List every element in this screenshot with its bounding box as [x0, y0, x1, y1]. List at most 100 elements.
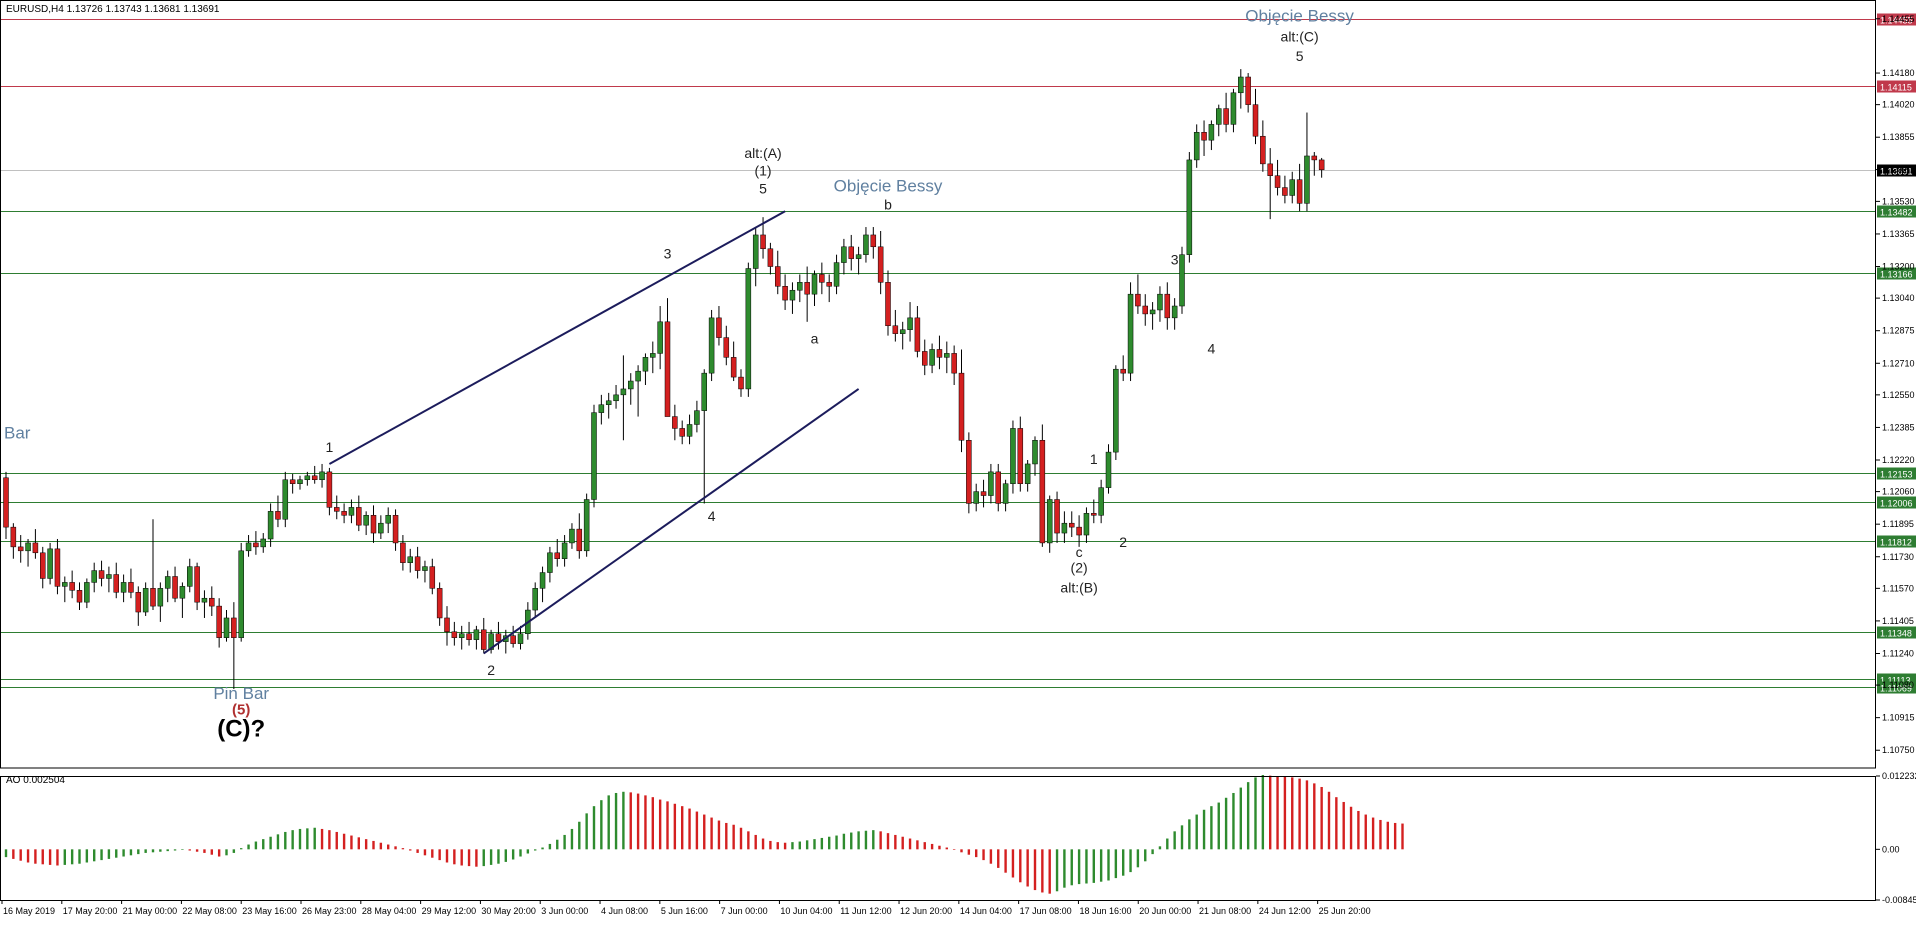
bullish-candle	[1172, 306, 1177, 318]
bearish-candle	[966, 440, 971, 503]
bearish-candle	[871, 235, 876, 247]
time-tick-label: 23 May 16:00	[242, 906, 297, 916]
bearish-candle	[114, 575, 119, 593]
bullish-candle	[518, 634, 523, 644]
bullish-candle	[658, 322, 663, 354]
bullish-candle	[753, 235, 758, 269]
bullish-candle	[84, 582, 89, 602]
bullish-candle	[48, 549, 53, 579]
bullish-candle	[422, 567, 427, 571]
bullish-candle	[1033, 440, 1038, 464]
bullish-candle	[239, 551, 244, 638]
bearish-candle	[1268, 164, 1273, 176]
level-price-label: 1.12153	[1880, 470, 1913, 480]
bullish-candle	[636, 371, 641, 381]
bearish-candle	[55, 549, 60, 587]
wave-label: c	[1076, 544, 1083, 560]
bullish-candle	[1187, 160, 1192, 255]
bearish-candle	[893, 326, 898, 334]
price-tick-label: 1.12385	[1882, 422, 1915, 432]
bullish-candle	[614, 395, 619, 401]
time-tick-label: 4 Jun 08:00	[601, 906, 648, 916]
level-price-label: 1.11348	[1880, 629, 1912, 639]
bearish-candle	[672, 417, 677, 429]
time-tick-label: 21 Jun 08:00	[1199, 906, 1251, 916]
level-price-label: 1.12006	[1880, 499, 1913, 509]
bearish-candle	[151, 588, 156, 606]
bearish-candle	[334, 507, 339, 511]
bearish-candle	[1282, 188, 1287, 196]
bullish-candle	[202, 598, 207, 602]
bearish-candle	[4, 478, 9, 527]
bearish-candle	[739, 377, 744, 389]
bearish-candle	[1312, 156, 1317, 160]
bullish-candle	[261, 539, 266, 547]
price-tick-label: 1.13365	[1882, 229, 1915, 239]
bullish-candle	[628, 381, 633, 389]
bullish-candle	[1113, 369, 1118, 452]
bearish-candle	[1091, 513, 1096, 515]
bearish-candle	[577, 529, 582, 551]
time-tick-label: 24 Jun 12:00	[1259, 906, 1311, 916]
bearish-candle	[1165, 294, 1170, 318]
wave-label: alt:(C)	[1281, 28, 1319, 44]
price-tick-label: 1.14455	[1882, 14, 1915, 24]
bearish-candle	[680, 428, 685, 436]
price-tick-label: 1.11240	[1882, 648, 1914, 658]
bullish-candle	[856, 255, 861, 259]
time-tick-label: 10 Jun 04:00	[780, 906, 832, 916]
bearish-candle	[952, 353, 957, 373]
time-tick-label: 26 May 23:00	[302, 906, 357, 916]
bullish-candle	[599, 405, 604, 413]
time-tick-label: 7 Jun 00:00	[721, 906, 768, 916]
wave-label: 2	[1119, 534, 1127, 550]
wave-label: 2	[487, 662, 495, 678]
bearish-candle	[217, 606, 222, 638]
bullish-candle	[1106, 452, 1111, 488]
price-tick-label: 1.13040	[1882, 293, 1915, 303]
bearish-candle	[1260, 136, 1265, 164]
ao-tick-label: 0.012232	[1882, 771, 1916, 781]
bullish-candle	[26, 543, 31, 551]
bullish-candle	[988, 472, 993, 496]
time-tick-label: 28 May 04:00	[362, 906, 417, 916]
price-tick-label: 1.12710	[1882, 358, 1915, 368]
bullish-candle	[621, 389, 626, 395]
price-tick-label: 1.11080	[1882, 680, 1914, 690]
bearish-candle	[231, 618, 236, 638]
bullish-candle	[812, 274, 817, 294]
price-tick-label: 1.12060	[1882, 487, 1915, 497]
bearish-candle	[805, 282, 810, 294]
bearish-candle	[511, 636, 516, 644]
bearish-candle	[922, 351, 927, 365]
time-tick-label: 12 Jun 20:00	[900, 906, 952, 916]
bearish-candle	[371, 515, 376, 533]
ao-indicator-label: AO 0.002504	[6, 775, 65, 786]
bullish-candle	[378, 523, 383, 533]
bullish-candle	[121, 582, 126, 592]
price-tick-label: 1.12875	[1882, 326, 1915, 336]
bearish-candle	[768, 249, 773, 267]
bullish-candle	[143, 588, 148, 612]
bearish-candle	[1077, 527, 1082, 535]
bearish-candle	[724, 338, 729, 358]
bullish-candle	[1150, 310, 1155, 314]
bearish-candle	[173, 576, 178, 598]
bullish-candle	[165, 576, 170, 588]
bullish-candle	[1304, 156, 1309, 203]
bearish-candle	[1121, 369, 1126, 373]
bullish-candle	[1128, 294, 1133, 373]
wave-label: 1	[326, 439, 334, 455]
wave-label: 5	[1296, 48, 1304, 64]
price-tick-label: 1.11405	[1882, 616, 1914, 626]
wave-label: (1)	[754, 163, 771, 179]
bullish-candle	[834, 263, 839, 287]
wave-label: Objęcie Bessy	[1245, 7, 1354, 26]
bullish-candle	[687, 424, 692, 436]
wave-label: 3	[1171, 252, 1179, 268]
bullish-candle	[944, 353, 949, 357]
bullish-candle	[62, 582, 67, 586]
wave-label: (2)	[1071, 560, 1088, 576]
